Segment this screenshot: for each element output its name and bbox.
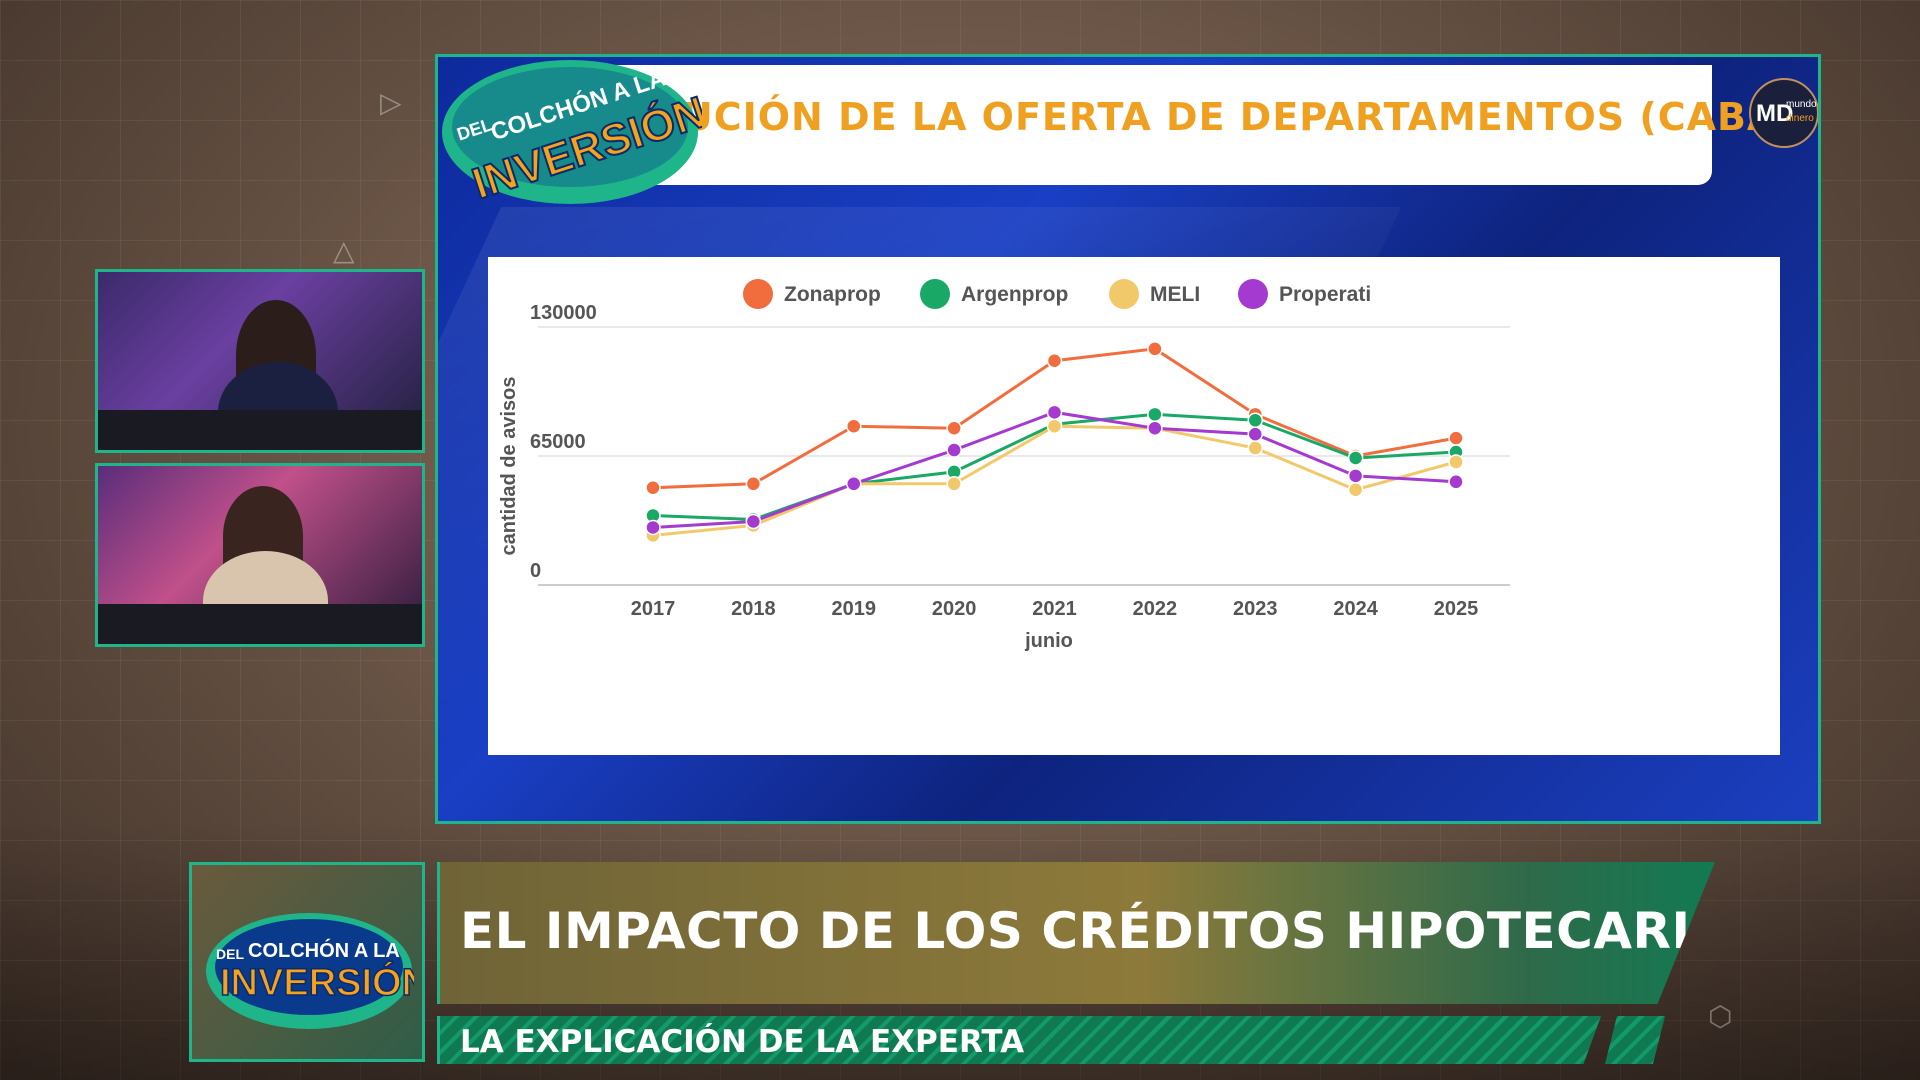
data-point	[1448, 430, 1464, 446]
data-point	[1347, 450, 1364, 466]
x-tick-label: 2025	[1434, 598, 1479, 620]
lower-third-show-logo: DEL COLCHÓN A LA INVERSIÓN	[206, 913, 414, 1029]
md-logo-mark: MD	[1756, 100, 1793, 127]
line-chart-card: 0 65000 130000 2017 2018 2019 2020 2021 2022 2023…	[488, 257, 1780, 755]
data-point	[1046, 352, 1063, 369]
md-logo-word1: mundo	[1786, 99, 1817, 110]
data-point	[1046, 418, 1063, 434]
legend-marker	[920, 279, 950, 309]
data-point	[745, 476, 762, 492]
x-tick-label: 2019	[832, 598, 877, 620]
x-tick-label: 2021	[1032, 598, 1077, 620]
headline-bar: EL IMPACTO DE LOS CRÉDITOS HIPOTECARIOS	[437, 862, 1715, 1004]
data-point	[1046, 404, 1063, 421]
data-point	[1448, 454, 1464, 470]
data-point	[846, 476, 862, 492]
data-point	[946, 476, 962, 492]
data-point	[1147, 420, 1163, 436]
data-point	[1448, 474, 1464, 490]
x-tick-label: 2018	[731, 598, 776, 620]
subheadline-text: LA EXPLICACIÓN DE LA EXPERTA	[460, 1024, 1025, 1060]
title-bar	[558, 65, 1712, 185]
data-point	[645, 519, 661, 536]
x-tick-label: 2022	[1133, 598, 1178, 620]
lt-logo-line1: DEL	[216, 946, 244, 962]
data-point	[745, 513, 762, 530]
studio-desk	[98, 604, 422, 644]
subheadline-bar: LA EXPLICACIÓN DE LA EXPERTA	[437, 1016, 1601, 1064]
data-point	[1347, 481, 1364, 498]
data-point	[1147, 406, 1163, 423]
data-point	[1147, 341, 1163, 357]
triangle-outline-icon: △	[333, 235, 355, 266]
md-logo-word2: dinero	[1786, 113, 1814, 124]
y-tick-label: 65000	[530, 431, 586, 453]
line-chart: 0 65000 130000 2017 2018 2019 2020 2021 2022 2023…	[498, 279, 1510, 652]
presenter-video-bottom	[95, 463, 425, 647]
lt-logo-line3: INVERSIÓN	[220, 960, 414, 1004]
lower-third-logo-box: DEL COLCHÓN A LA INVERSIÓN	[189, 862, 425, 1062]
x-tick-label: 2024	[1333, 598, 1378, 620]
legend-label: Zonaprop	[784, 283, 881, 306]
subheadline-bar-tail	[1605, 1016, 1665, 1064]
x-tick-label: 2017	[631, 598, 676, 620]
data-point	[1247, 426, 1263, 442]
show-logo: DEL COLCHÓN A LA INVERSIÓN	[442, 60, 702, 207]
lt-logo-line2: COLCHÓN A LA	[248, 938, 400, 962]
data-point	[1347, 468, 1364, 484]
studio-desk	[98, 410, 422, 450]
data-point	[946, 420, 962, 436]
data-point	[645, 480, 661, 496]
play-triangle-icon: ▷	[380, 87, 402, 118]
y-tick-label: 130000	[530, 302, 597, 324]
show-logo-badge	[442, 60, 698, 204]
series-line	[652, 424, 1457, 537]
x-axis-label: junio	[1024, 630, 1073, 652]
y-axis-label: cantidad de avisos	[498, 377, 520, 556]
legend-marker	[1238, 279, 1268, 309]
data-point	[846, 418, 862, 434]
slide-title: EVOLUCIÓN DE LA OFERTA DE DEPARTAMENTOS …	[568, 95, 1796, 139]
legend-marker	[743, 279, 773, 309]
y-tick-label: 0	[530, 560, 541, 582]
data-point	[1247, 440, 1263, 456]
presenter-video-top	[95, 269, 425, 453]
legend-label: Properati	[1279, 283, 1371, 306]
mundo-dinero-logo: MD mundo dinero	[1749, 78, 1818, 148]
x-tick-label: 2023	[1233, 598, 1278, 620]
presentation-slide: EVOLUCIÓN DE LA OFERTA DE DEPARTAMENTOS …	[435, 54, 1821, 824]
hexagon-outline-icon: ⬡	[1708, 1001, 1733, 1032]
data-point	[1247, 412, 1263, 429]
data-point	[946, 442, 962, 458]
legend-marker	[1109, 279, 1139, 309]
headline-text: EL IMPACTO DE LOS CRÉDITOS HIPOTECARIOS	[460, 902, 1771, 960]
legend-label: MELI	[1150, 283, 1200, 306]
x-tick-label: 2020	[932, 598, 977, 620]
legend-label: Argenprop	[961, 283, 1068, 306]
